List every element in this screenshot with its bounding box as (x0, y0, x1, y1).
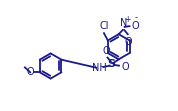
Text: O: O (102, 46, 110, 56)
Text: O: O (124, 37, 132, 47)
Text: NH: NH (92, 63, 107, 73)
Text: S: S (108, 59, 116, 69)
Text: N: N (119, 18, 127, 28)
Text: O: O (121, 62, 129, 72)
Text: O: O (131, 21, 139, 31)
Text: O: O (27, 67, 34, 77)
Text: Cl: Cl (99, 21, 109, 31)
Text: +: + (124, 15, 131, 24)
Text: -: - (135, 13, 138, 22)
